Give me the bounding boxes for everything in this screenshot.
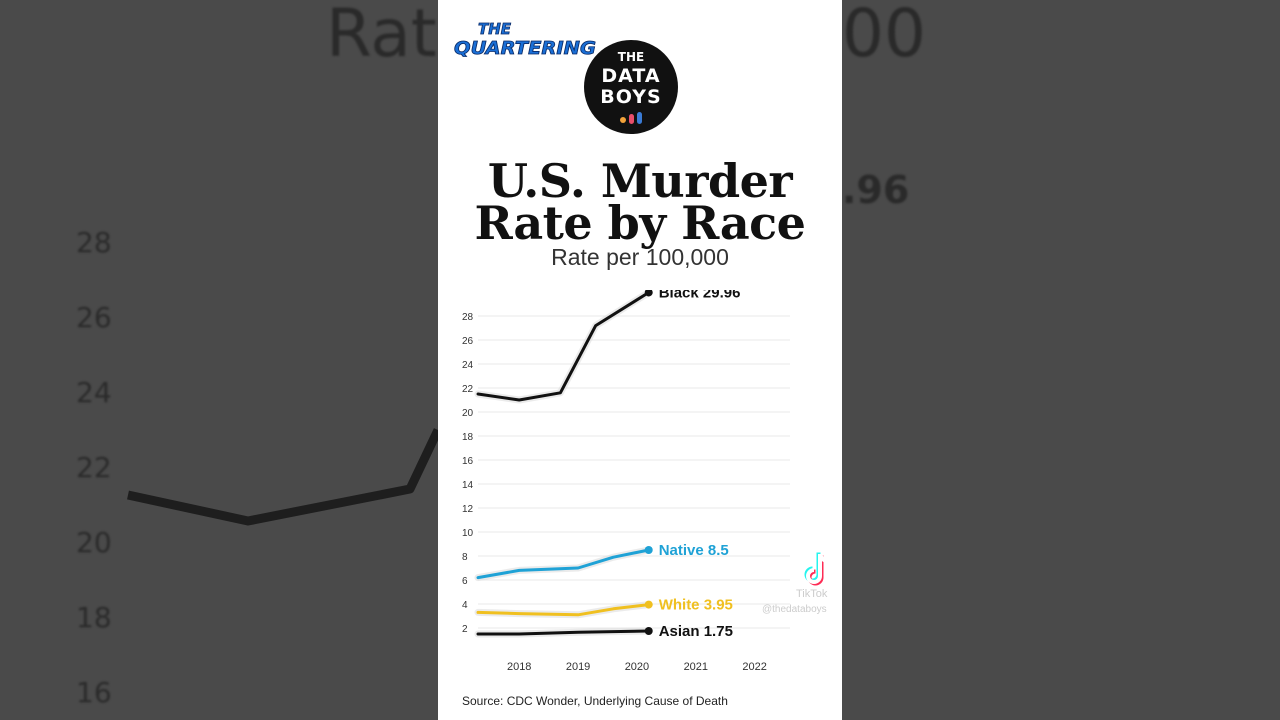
series-line-white <box>476 603 651 617</box>
backdrop-y-tick: 28 <box>76 226 112 259</box>
x-tick-label: 2022 <box>742 661 766 673</box>
chart-card: THE QUARTERING THE DATA BOYS U.S. Murder… <box>438 0 842 720</box>
y-tick-label: 4 <box>462 600 468 611</box>
source-note: Source: CDC Wonder, Underlying Cause of … <box>462 694 728 708</box>
y-tick-label: 26 <box>462 336 474 347</box>
backdrop-y-tick: 18 <box>76 601 112 634</box>
y-tick-label: 2 <box>462 624 468 635</box>
series-end-point-asian <box>644 627 653 635</box>
data-boys-logo-line1: THE <box>617 50 645 64</box>
series-label-native: Native 8.5 <box>659 542 729 559</box>
data-boys-logo-line2: DATA <box>601 65 661 87</box>
backdrop-y-tick: 20 <box>76 526 112 559</box>
quartering-logo-line1: THE <box>478 20 512 38</box>
y-tick-label: 12 <box>462 504 474 515</box>
y-tick-label: 20 <box>462 408 474 419</box>
backdrop-y-tick: 16 <box>76 676 112 709</box>
x-tick-label: 2019 <box>566 661 590 673</box>
tiktok-icon <box>804 552 830 586</box>
series-line-asian <box>476 629 651 636</box>
y-tick-label: 6 <box>462 576 468 587</box>
series-label-white: White 3.95 <box>659 597 733 614</box>
backdrop-y-tick: 24 <box>76 376 112 409</box>
y-tick-label: 24 <box>462 360 474 371</box>
backdrop-y-tick: 26 <box>76 301 112 334</box>
y-tick-label: 18 <box>462 432 474 443</box>
data-boys-logo-line3: BOYS <box>600 86 662 108</box>
data-boys-bars-icon <box>620 112 642 124</box>
data-boys-logo: THE DATA BOYS <box>584 40 678 134</box>
quartering-logo-line2: QUARTERING <box>454 38 596 59</box>
series-label-black: Black 29.96 <box>659 290 741 301</box>
chart-subtitle: Rate per 100,000 <box>551 244 729 270</box>
y-tick-label: 28 <box>462 312 474 323</box>
x-tick-label: 2021 <box>684 661 708 673</box>
tiktok-label: TikTok <box>796 588 828 600</box>
y-tick-label: 10 <box>462 528 474 539</box>
series-end-point-black <box>644 290 653 297</box>
backdrop-y-tick: 22 <box>76 451 112 484</box>
y-tick-label: 16 <box>462 456 474 467</box>
backdrop-value-fragment: .96 <box>842 168 910 212</box>
series-line-native <box>476 548 651 580</box>
tiktok-handle: @thedataboys <box>762 604 827 615</box>
series-end-point-native <box>644 546 653 554</box>
quartering-logo: THE QUARTERING <box>454 20 597 60</box>
backdrop-number-fragment: 00 <box>842 0 926 72</box>
y-tick-label: 14 <box>462 480 474 491</box>
y-tick-label: 22 <box>462 384 474 395</box>
x-tick-label: 2018 <box>507 661 531 673</box>
y-tick-label: 8 <box>462 552 468 563</box>
series-line-black <box>476 291 651 402</box>
series-label-asian: Asian 1.75 <box>659 623 733 640</box>
chart-title: U.S. Murder Rate by Race <box>474 154 806 250</box>
series-end-point-white <box>644 600 653 609</box>
x-tick-label: 2020 <box>625 661 649 673</box>
